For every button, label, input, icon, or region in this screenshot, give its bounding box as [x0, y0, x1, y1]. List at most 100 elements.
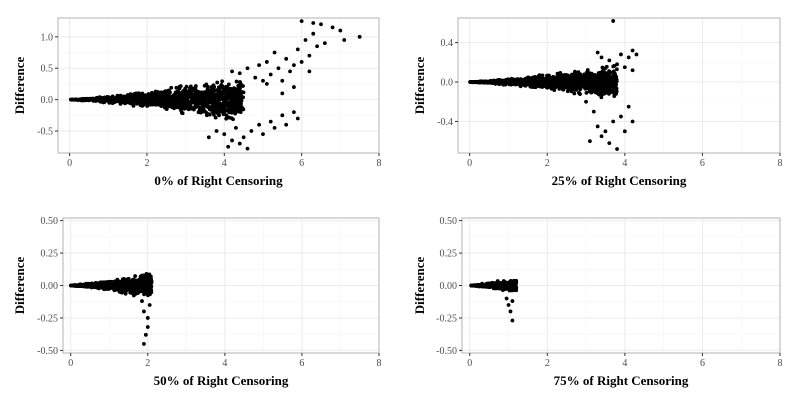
data-point — [573, 82, 578, 87]
data-point — [582, 84, 587, 89]
data-point — [227, 102, 232, 107]
data-point — [233, 111, 238, 116]
data-point — [112, 282, 116, 287]
data-point — [513, 279, 518, 284]
data-point — [565, 73, 570, 78]
data-point — [607, 141, 612, 146]
data-point — [211, 108, 215, 113]
data-point — [537, 79, 542, 84]
data-point — [268, 72, 273, 77]
data-point — [515, 78, 520, 82]
data-point — [595, 50, 600, 55]
data-point — [261, 78, 265, 83]
data-point — [224, 103, 229, 107]
data-point — [237, 93, 242, 98]
chart-panel-3: 0 2 4 6 8 -0.50 -0.25 0.00 0.25 0.50 50% of Right … — [12, 216, 382, 388]
data-point — [599, 55, 604, 60]
data-point — [600, 65, 605, 70]
data-point — [284, 56, 289, 61]
data-point — [227, 109, 231, 113]
x-tick-label: 4 — [222, 358, 227, 369]
data-point — [226, 82, 231, 87]
data-point — [107, 98, 112, 103]
data-point — [514, 288, 519, 293]
data-point — [523, 77, 528, 81]
data-point — [513, 283, 518, 288]
data-point — [166, 104, 171, 109]
y-axis-label: Difference — [12, 257, 27, 315]
data-point — [167, 90, 172, 95]
data-point — [544, 83, 549, 88]
data-point — [206, 135, 211, 140]
data-point — [169, 85, 174, 90]
data-point — [230, 69, 234, 74]
data-point — [175, 91, 179, 96]
data-point — [133, 274, 138, 278]
data-point — [592, 81, 597, 85]
data-point — [210, 103, 215, 108]
data-point — [569, 80, 574, 85]
data-point — [237, 71, 242, 76]
data-point — [604, 82, 609, 87]
data-point — [595, 124, 600, 129]
data-point — [504, 296, 509, 301]
data-point — [280, 113, 285, 118]
data-point — [311, 21, 316, 25]
data-point — [245, 66, 250, 71]
data-point — [158, 95, 163, 100]
data-point — [203, 97, 208, 102]
data-point — [576, 90, 581, 95]
data-point — [299, 19, 304, 24]
data-point — [239, 101, 243, 106]
data-point — [253, 75, 258, 80]
data-point — [143, 332, 148, 337]
data-point — [545, 75, 550, 80]
data-point — [148, 281, 153, 286]
data-point — [179, 94, 184, 98]
data-point — [198, 108, 202, 113]
data-point — [245, 146, 250, 151]
data-point — [193, 84, 198, 88]
data-point — [161, 94, 166, 99]
data-point — [74, 283, 79, 288]
data-point — [611, 69, 616, 74]
data-point — [501, 81, 506, 86]
data-point — [572, 70, 577, 75]
data-point — [224, 116, 229, 121]
chart-panel-2: 0 2 4 6 8 -0.4 0.0 0.4 25% of Right Censoring Dif… — [412, 17, 783, 188]
data-point — [233, 93, 237, 98]
data-point — [567, 86, 572, 91]
data-point — [86, 283, 90, 288]
data-point — [507, 282, 511, 287]
data-point — [241, 135, 246, 140]
data-point — [158, 90, 163, 95]
data-point — [295, 116, 300, 121]
data-point — [622, 129, 627, 134]
data-point — [128, 92, 133, 97]
data-point — [170, 94, 175, 99]
data-point — [144, 286, 149, 291]
data-point — [226, 144, 231, 149]
data-point — [142, 342, 146, 346]
data-point — [155, 102, 160, 107]
data-point — [292, 85, 296, 89]
data-point — [177, 105, 182, 110]
x-axis-label: 25% of Right Censoring — [552, 173, 687, 188]
x-tick-label: 4 — [222, 158, 227, 169]
data-point — [580, 80, 585, 85]
x-axis-label: 0% of Right Censoring — [154, 173, 283, 188]
data-point — [188, 84, 193, 89]
y-tick-label: -0.5 — [37, 127, 53, 138]
data-point — [568, 77, 572, 81]
data-point — [174, 85, 179, 90]
data-point — [626, 104, 631, 109]
data-point — [586, 82, 591, 86]
y-tick-label: -0.50 — [436, 346, 457, 357]
data-point — [604, 88, 608, 92]
data-point — [123, 277, 128, 282]
data-point — [147, 272, 152, 277]
data-point — [142, 309, 146, 314]
data-point — [501, 285, 506, 290]
data-point — [149, 101, 154, 105]
